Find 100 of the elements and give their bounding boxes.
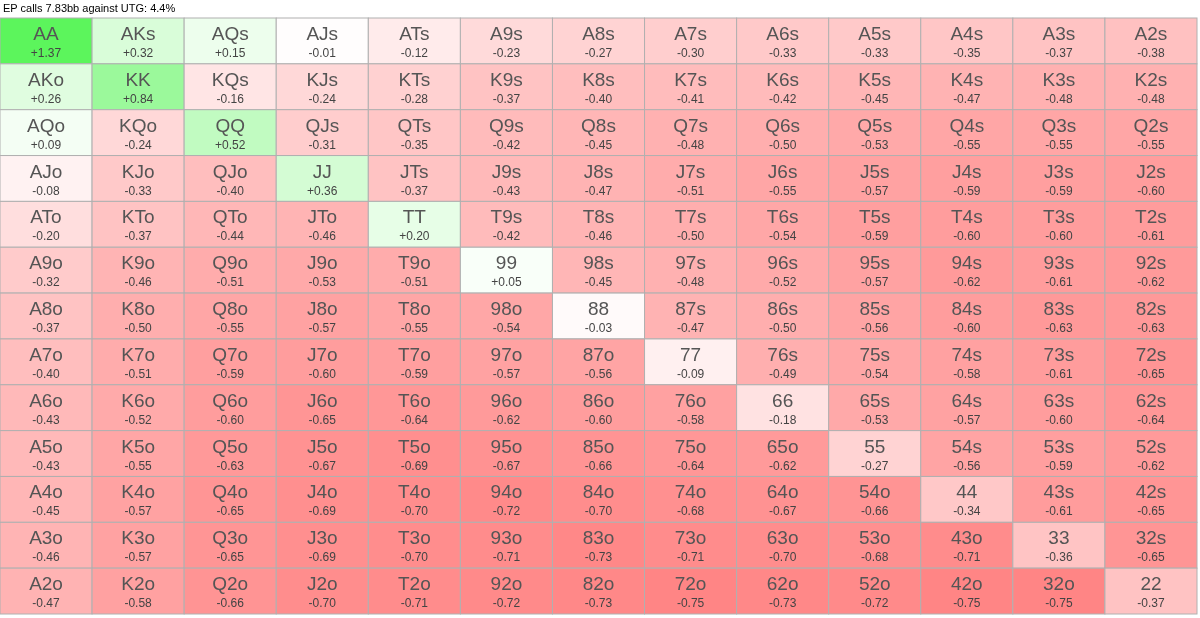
annotation: 52o: [858, 573, 891, 595]
annotation: A2o: [29, 573, 63, 595]
annotation: Q6s: [765, 114, 801, 136]
data-label: -0.60: [1045, 412, 1073, 427]
annotation: K6o: [121, 389, 156, 411]
annotation: AQs: [211, 23, 249, 44]
annotation: 83o: [582, 527, 615, 549]
annotation: KJo: [121, 160, 155, 182]
data-label: -0.70: [400, 550, 429, 565]
data-label: -0.42: [492, 229, 521, 244]
data-label: -0.71: [400, 596, 429, 611]
data-label: -0.35: [953, 46, 981, 60]
data-label: +0.20: [399, 229, 430, 244]
data-label: +0.09: [30, 137, 62, 152]
data-label: -0.33: [124, 183, 153, 198]
data-label: -0.55: [400, 321, 429, 336]
data-label: -0.59: [216, 366, 245, 381]
annotation: 85s: [859, 298, 891, 320]
data-label: -0.57: [124, 550, 153, 565]
data-label: -0.12: [400, 46, 429, 60]
annotation: 84s: [951, 298, 983, 320]
data-label: -0.66: [584, 458, 613, 473]
data-label: -0.47: [584, 183, 613, 198]
annotation: J8o: [306, 298, 338, 320]
annotation: Q9s: [488, 114, 524, 136]
annotation: T9s: [490, 206, 523, 228]
data-label: -0.50: [768, 321, 797, 336]
data-label: -0.16: [216, 91, 245, 106]
annotation: 97o: [490, 343, 523, 365]
annotation: A8s: [582, 23, 615, 44]
annotation: T8o: [397, 298, 431, 320]
annotation: KTo: [121, 206, 155, 228]
data-label: -0.59: [400, 366, 429, 381]
annotation: 62s: [1135, 389, 1167, 411]
annotation: Q4o: [212, 481, 249, 503]
data-label: -0.27: [584, 46, 613, 60]
annotation: 63s: [1043, 389, 1075, 411]
data-label: -0.63: [216, 458, 245, 473]
annotation: T2s: [1135, 206, 1167, 228]
annotation: 75s: [859, 343, 891, 365]
annotation: KJs: [306, 68, 339, 90]
data-label: -0.62: [1137, 458, 1165, 473]
annotation: 76s: [767, 343, 798, 365]
data-label: -0.24: [124, 137, 153, 152]
annotation: 92o: [490, 573, 523, 595]
annotation: Q8o: [212, 298, 249, 320]
data-label: +0.05: [491, 275, 522, 290]
data-label: -0.48: [1137, 91, 1165, 106]
data-label: -0.75: [953, 596, 981, 611]
annotation: T4o: [397, 481, 431, 503]
data-label: -0.61: [1137, 229, 1165, 244]
annotation: K2s: [1134, 68, 1168, 90]
annotation: T5o: [397, 435, 431, 457]
annotation: 94o: [490, 481, 523, 503]
annotation: J2s: [1136, 160, 1166, 182]
annotation: J9o: [306, 252, 338, 274]
annotation: T4s: [950, 206, 983, 228]
data-label: -0.60: [584, 412, 613, 427]
data-label: -0.60: [216, 412, 245, 427]
annotation: 74o: [674, 481, 707, 503]
annotation: 92s: [1135, 252, 1167, 274]
data-label: -0.37: [1137, 596, 1165, 611]
annotation: Q3o: [212, 527, 249, 549]
annotation: 95o: [490, 435, 523, 457]
data-label: -0.62: [1137, 275, 1165, 290]
annotation: K2o: [121, 573, 156, 595]
data-label: -0.66: [216, 596, 245, 611]
annotation: K3s: [1042, 68, 1076, 90]
annotation: T8s: [582, 206, 615, 228]
data-label: -0.69: [308, 504, 337, 519]
annotation: J4s: [952, 160, 982, 182]
data-label: -0.53: [308, 275, 337, 290]
data-label: -0.64: [676, 458, 705, 473]
data-label: -0.30: [676, 46, 705, 60]
annotation: J6s: [767, 160, 798, 182]
annotation: KQs: [211, 68, 249, 90]
annotation: J4o: [306, 481, 338, 503]
data-label: -0.58: [953, 366, 981, 381]
annotation: QJs: [305, 114, 340, 136]
annotation: 85o: [582, 435, 615, 457]
data-label: +0.52: [215, 137, 246, 152]
data-label: -0.57: [861, 275, 889, 290]
annotation: J8s: [583, 160, 614, 182]
data-label: -0.65: [216, 550, 245, 565]
data-label: -0.67: [492, 458, 521, 473]
data-label: -0.54: [492, 321, 521, 336]
annotation: 96o: [490, 389, 523, 411]
data-label: -0.54: [861, 366, 889, 381]
annotation: AJs: [306, 23, 339, 44]
annotation: A6o: [29, 389, 63, 411]
data-label: -0.37: [400, 183, 429, 198]
annotation: A8o: [29, 298, 63, 320]
data-label: -0.43: [492, 183, 521, 198]
annotation: J3o: [306, 527, 338, 549]
annotation: 44: [956, 481, 978, 503]
annotation: 32o: [1043, 573, 1075, 595]
annotation: T7s: [674, 206, 707, 228]
annotation: K8o: [121, 298, 156, 320]
data-label: -0.62: [768, 458, 797, 473]
data-label: -0.65: [1137, 550, 1165, 565]
